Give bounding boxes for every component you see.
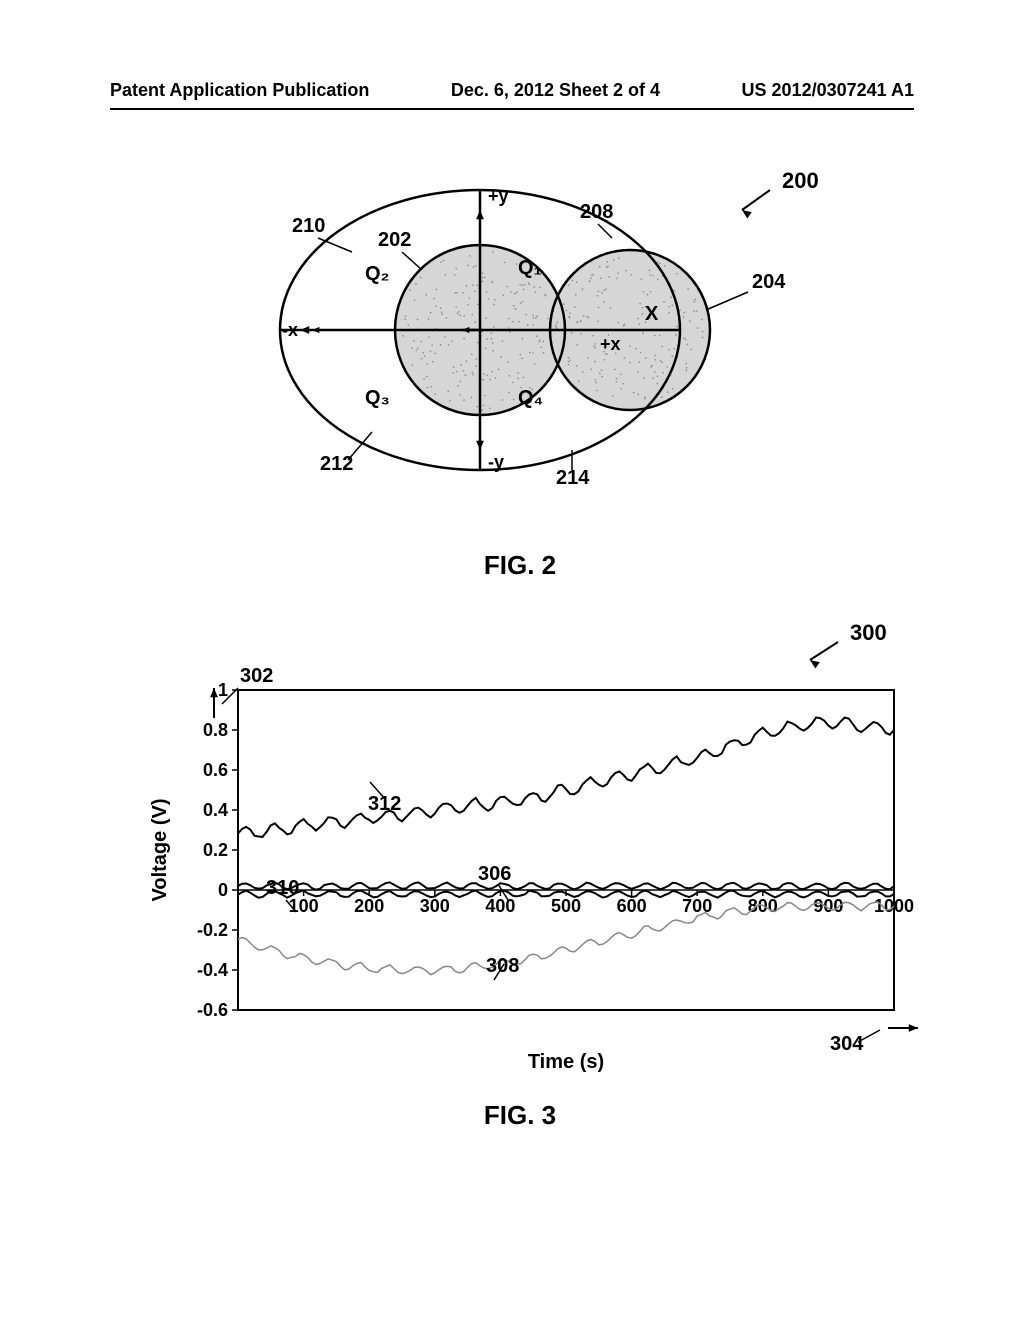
svg-text:Q₃: Q₃ [365,387,390,409]
svg-text:0.6: 0.6 [203,760,228,780]
svg-text:306: 306 [478,863,511,885]
header-rule [110,108,914,110]
svg-text:400: 400 [485,896,515,916]
svg-text:302: 302 [240,665,273,687]
svg-text:310: 310 [266,877,299,899]
svg-text:-0.4: -0.4 [197,960,228,980]
svg-text:0.4: 0.4 [203,800,228,820]
svg-text:600: 600 [617,896,647,916]
svg-text:208: 208 [580,201,613,223]
header-left: Patent Application Publication [110,80,369,101]
svg-text:-x: -x [282,320,298,340]
svg-text:Voltage (V): Voltage (V) [149,799,171,902]
svg-text:304: 304 [830,1033,864,1055]
svg-text:200: 200 [354,896,384,916]
svg-text:-0.6: -0.6 [197,1000,228,1020]
svg-text:300: 300 [850,620,887,645]
figure-3-chart: -0.6 -0.4 -0.2 0 0.2 0.4 0.6 0.8 1 100 200 300 400 50… [110,610,930,1110]
svg-text:202: 202 [378,229,411,251]
svg-text:0.8: 0.8 [203,720,228,740]
svg-text:212: 212 [320,453,353,475]
svg-text:Time (s): Time (s) [528,1051,604,1073]
svg-text:Q₂: Q₂ [365,263,389,285]
header-center: Dec. 6, 2012 Sheet 2 of 4 [451,80,660,101]
svg-text:214: 214 [556,467,590,489]
svg-text:1: 1 [218,680,228,700]
svg-text:210: 210 [292,215,325,237]
svg-text:0.2: 0.2 [203,840,228,860]
svg-text:300: 300 [420,896,450,916]
svg-text:700: 700 [682,896,712,916]
svg-text:0: 0 [218,880,228,900]
svg-text:312: 312 [368,793,401,815]
svg-text:-0.2: -0.2 [197,920,228,940]
figure-2-diagram: 200 210 202 208 204 212 214 Q₁ Q₂ Q₃ Q₄ +y -y +x -x X [200,170,840,530]
svg-text:-y: -y [488,452,504,472]
svg-text:+y: +y [488,186,509,206]
svg-text:X: X [645,303,659,325]
header-right: US 2012/0307241 A1 [742,80,914,101]
figure-2-caption: FIG. 2 [420,550,620,581]
svg-text:100: 100 [289,896,319,916]
svg-text:500: 500 [551,896,581,916]
page-header: Patent Application Publication Dec. 6, 2… [0,80,1024,101]
svg-text:+x: +x [600,334,621,354]
svg-text:Q₄: Q₄ [518,387,543,409]
svg-text:204: 204 [752,271,786,293]
svg-text:Q₁: Q₁ [518,257,542,279]
figure-3-caption: FIG. 3 [420,1100,620,1131]
svg-text:200: 200 [782,170,819,193]
